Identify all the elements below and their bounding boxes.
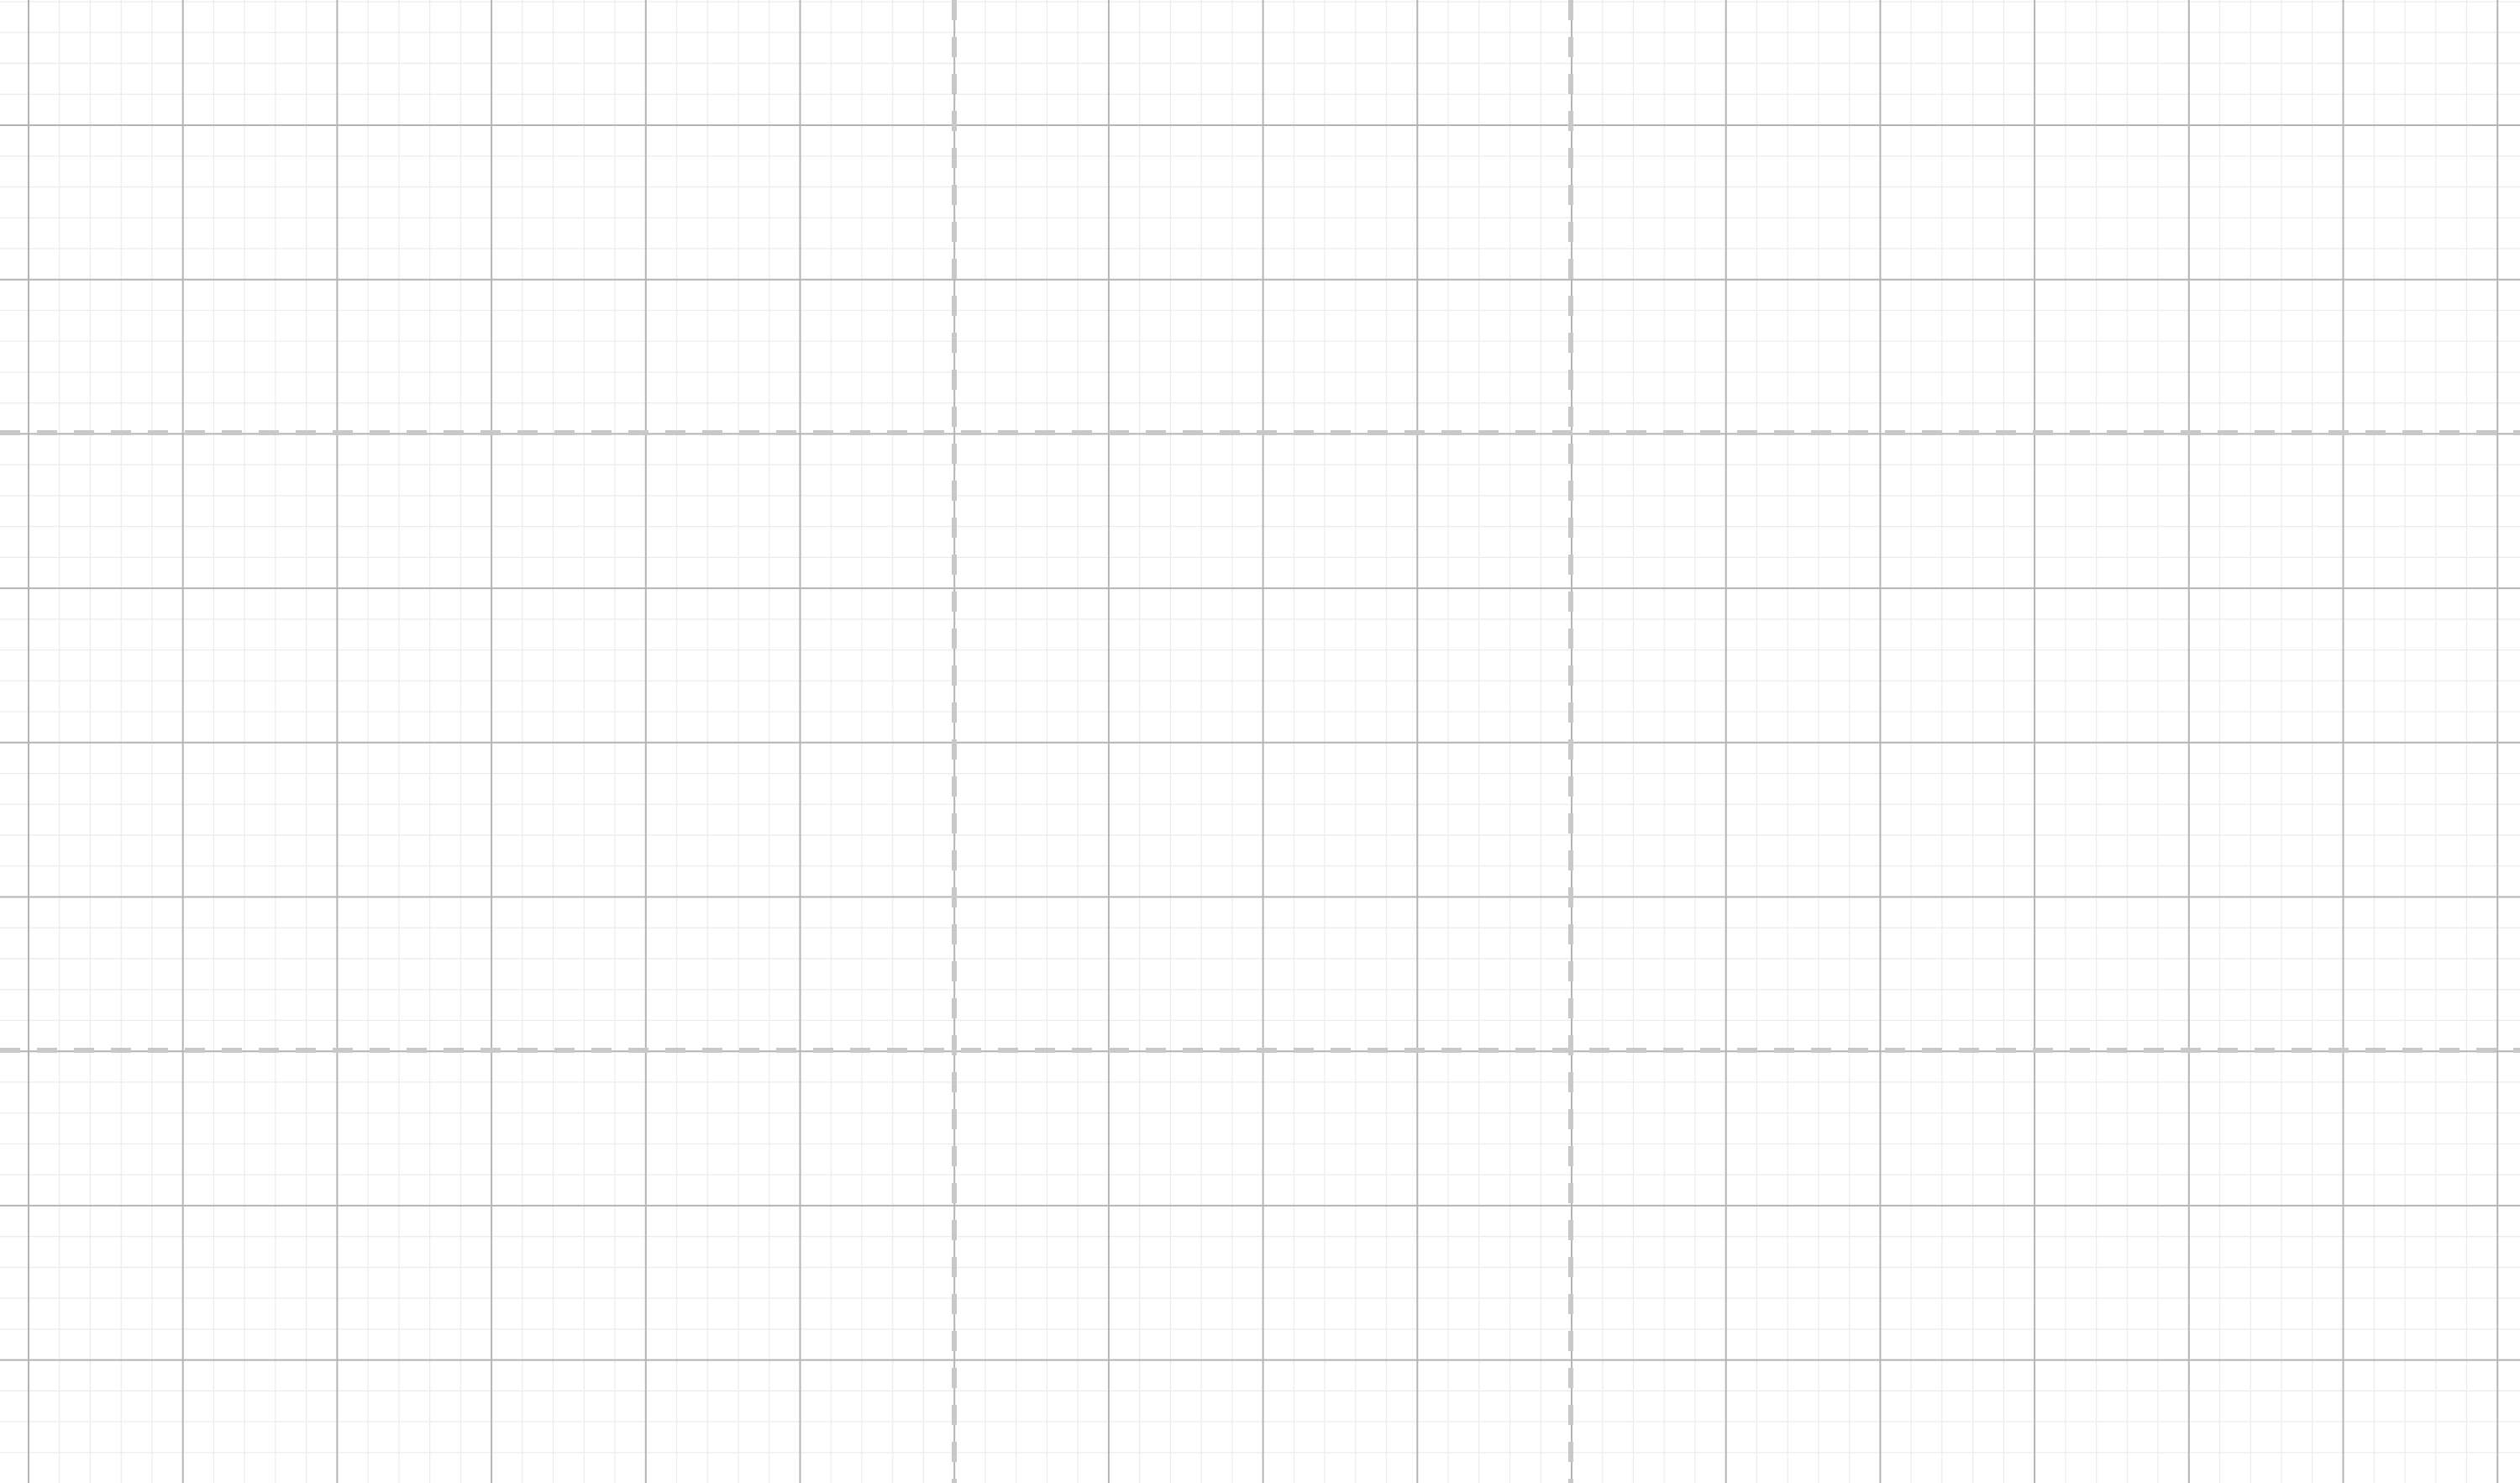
guide-lines [0, 0, 2520, 1483]
grid-canvas[interactable] [0, 0, 2520, 1483]
minor-grid-lines [0, 0, 2520, 1483]
grid-overlay [0, 0, 2520, 1483]
major-grid-lines [0, 0, 2520, 1483]
